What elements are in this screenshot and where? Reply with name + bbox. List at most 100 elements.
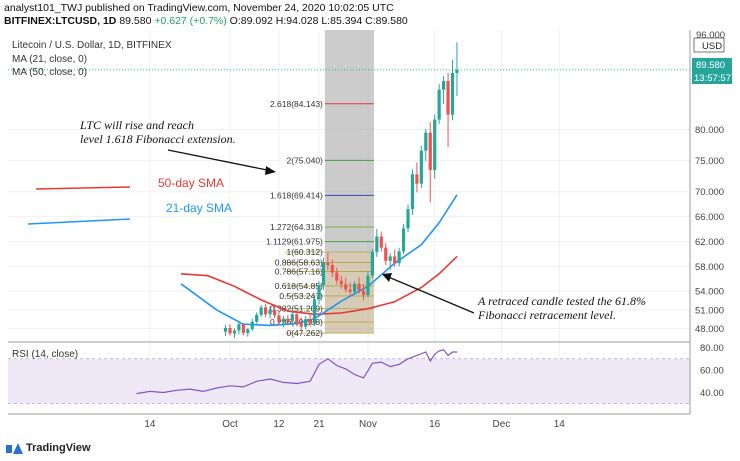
- retrace-arrow: [385, 275, 475, 314]
- candle-body: [321, 262, 326, 286]
- candle-body: [442, 81, 446, 90]
- y-tick-label: 66.000: [695, 212, 724, 223]
- candle-body: [268, 309, 272, 315]
- fib-extension-label: 1.618(69.414): [270, 190, 323, 200]
- y-tick-label: 62.000: [695, 237, 724, 248]
- fib-extension-band: [324, 103, 374, 242]
- rsi-tick-label: 40.00: [700, 388, 724, 399]
- candle-body: [384, 247, 388, 261]
- ohlc-line: BITFINEX:LTCUSD, 1D 89.580 +0.627 (+0.7%…: [4, 15, 408, 27]
- y-tick-label: 58.000: [695, 262, 724, 273]
- candle-body: [366, 275, 370, 295]
- x-tick-label: Oct: [222, 419, 238, 430]
- candle-body: [241, 324, 245, 333]
- retrace-note-line2: Fibonacci retracement level.: [477, 308, 616, 322]
- rsi-tick-label: 80.00: [700, 343, 724, 354]
- y-tick-label: 75.000: [695, 156, 724, 167]
- sma50-label: 50-day SMA: [158, 176, 224, 190]
- y-tick-label: 70.000: [695, 187, 724, 198]
- fib-retracement-label: 0.786(57.16): [275, 267, 323, 277]
- candle-body: [228, 327, 232, 334]
- candle-body: [281, 318, 285, 323]
- legend-ma50: MA (50, close, 0): [12, 67, 87, 78]
- y-tick-label: 80.000: [695, 125, 724, 136]
- open-value: O:89.092: [229, 15, 273, 27]
- candle-body: [361, 290, 366, 295]
- candle-body: [255, 314, 259, 322]
- candle-body: [286, 318, 290, 322]
- rsi-band: [8, 358, 690, 404]
- candle-body: [223, 327, 228, 332]
- fib-retracement-label: 1(60.312): [287, 247, 324, 257]
- fib-box: [324, 30, 374, 334]
- fib-retracement-label: 0.886(58.63): [275, 257, 323, 267]
- annotations: LTC will rise and reach level 1.618 Fibo…: [27, 118, 646, 322]
- legend-rsi: RSI (14, close): [12, 349, 78, 360]
- y-tick-label: 51.000: [695, 305, 724, 316]
- tradingview-brand[interactable]: TradingView: [6, 442, 91, 454]
- candle-body: [410, 174, 415, 210]
- currency-badge[interactable]: [693, 37, 725, 53]
- candle-body: [415, 174, 419, 184]
- candle-body: [259, 307, 263, 315]
- candle-body: [295, 314, 299, 323]
- candles: [223, 42, 459, 338]
- axes: 48.000 51.000 54.000 58.000 62.000 66.000 70.0…: [8, 30, 724, 430]
- candle-body: [250, 321, 254, 330]
- extension-note-line1: LTC will rise and reach: [79, 118, 194, 132]
- brand-label: TradingView: [26, 442, 91, 454]
- candle-body: [339, 280, 343, 285]
- retrace-arrowhead: [382, 273, 392, 282]
- candle-body: [237, 324, 241, 331]
- last-price-tag-text: 89.580: [696, 60, 725, 71]
- candle-body: [370, 252, 374, 276]
- retrace-note-line1: A retraced candle tested the 61.8%: [477, 294, 646, 308]
- fib-extension-label: 1.1129(61.975): [266, 237, 323, 247]
- x-tick-label: 14: [144, 419, 156, 430]
- x-tick-label: 12: [273, 419, 285, 430]
- x-tick-label: 21: [313, 419, 325, 430]
- candle-body: [455, 69, 459, 73]
- candle-body: [299, 322, 303, 327]
- candle-body: [357, 283, 361, 291]
- candle-body: [246, 329, 250, 333]
- x-tick-label: Dec: [493, 419, 511, 430]
- low-value: L:85.394: [321, 15, 363, 27]
- candle-body: [437, 89, 441, 120]
- legend: Litecoin / U.S. Dollar, 1D, BITFINEX MA …: [12, 40, 172, 360]
- candle-body: [330, 265, 334, 273]
- candle-body: [272, 309, 277, 316]
- publish-line: analyst101_TWJ published on TradingView.…: [4, 2, 394, 14]
- fib-retracement-label: 0.5(53.247): [279, 291, 323, 301]
- extension-arrow: [167, 149, 273, 172]
- candle-body: [353, 283, 357, 292]
- countdown-tag: [692, 71, 732, 84]
- rsi-line: [136, 349, 457, 395]
- candle-body: [428, 132, 432, 170]
- candle-body: [277, 315, 281, 323]
- candle-body: [433, 119, 437, 170]
- fib-retracement-label: 0(47.262): [287, 328, 324, 338]
- candle-body: [424, 132, 428, 151]
- candle-body: [419, 150, 423, 184]
- close-value: C:89.580: [365, 15, 408, 27]
- ma50-line: [180, 255, 458, 316]
- candle-body: [335, 272, 339, 281]
- candle-body: [232, 330, 237, 334]
- top-partial-tick: 96.000: [696, 30, 725, 41]
- tradingview-logo-icon: [6, 442, 23, 454]
- candle-body: [304, 319, 308, 327]
- sma21-legend-line: [27, 218, 131, 225]
- candle-body: [401, 228, 406, 252]
- price-tags: 96.000 USD 89.580 13:57:57: [692, 30, 732, 84]
- candle-body: [446, 81, 450, 115]
- candle-body: [348, 289, 352, 292]
- y-tick-label: 54.000: [695, 287, 724, 298]
- rsi-lines: [8, 349, 690, 405]
- last-price-tag: [692, 58, 732, 71]
- x-tick-label: 16: [429, 419, 441, 430]
- fib-box-upper: [324, 30, 374, 252]
- x-tick-label: Nov: [359, 419, 377, 430]
- x-tick-label: 14: [554, 419, 566, 430]
